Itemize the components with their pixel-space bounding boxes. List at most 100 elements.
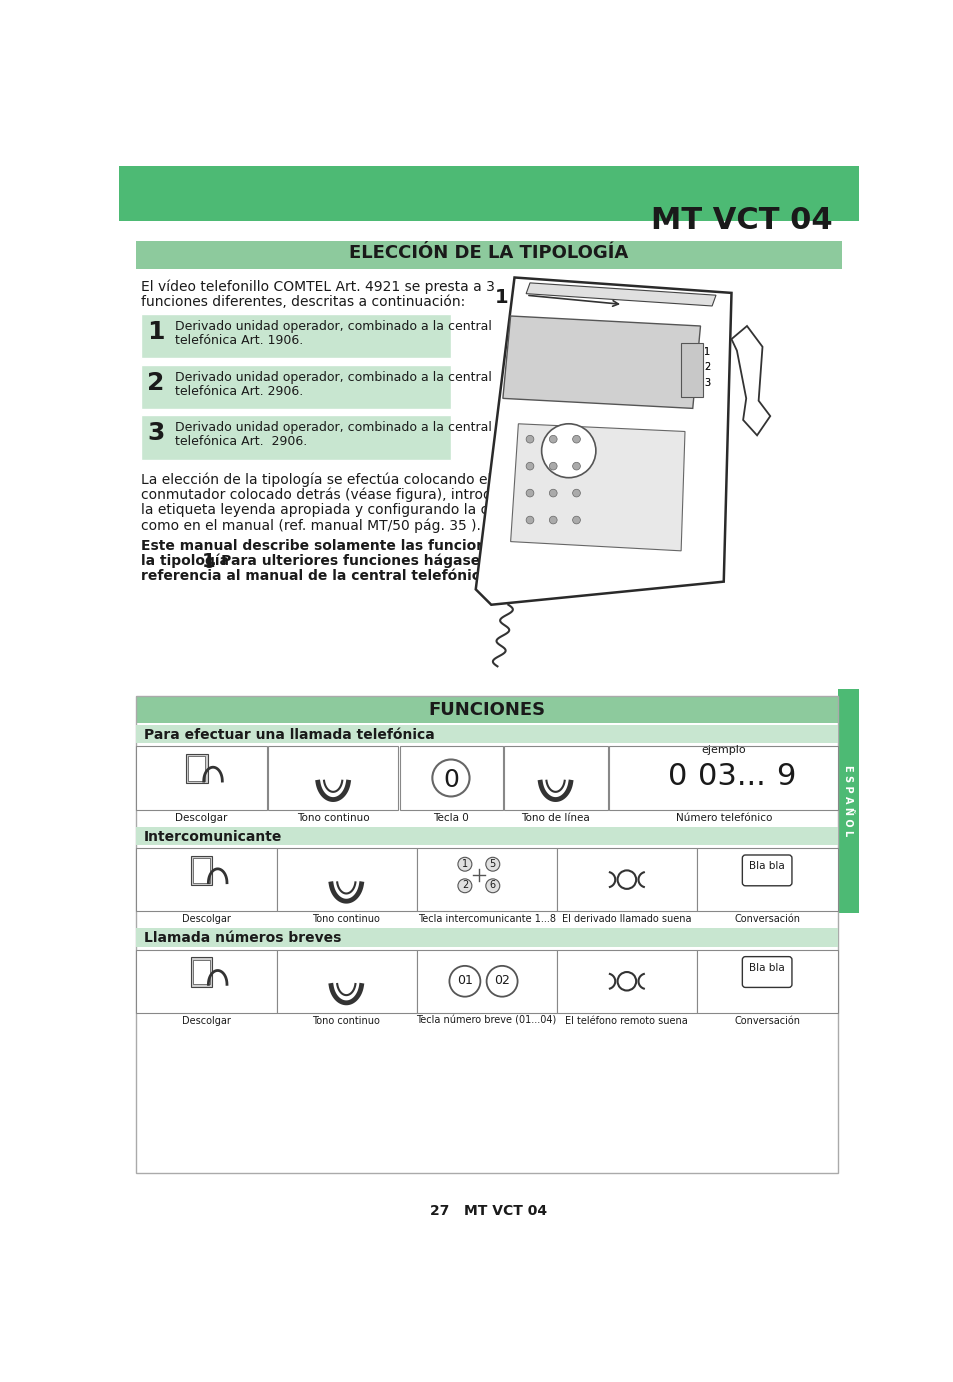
Text: 1: 1 <box>495 287 508 307</box>
Text: ELECCIÓN DE LA TIPOLOGÍA: ELECCIÓN DE LA TIPOLOGÍA <box>349 245 628 263</box>
Text: Descolgar: Descolgar <box>181 1016 231 1025</box>
Bar <box>136 826 838 844</box>
Bar <box>136 746 266 810</box>
Bar <box>188 756 205 781</box>
Circle shape <box>485 857 499 871</box>
Text: 1: 1 <box>202 553 215 571</box>
Text: Tono continuo: Tono continuo <box>296 813 369 822</box>
Text: 2: 2 <box>703 362 710 372</box>
Text: 2: 2 <box>703 362 710 372</box>
Text: Este manual describe solamente las funciones de: Este manual describe solamente las funci… <box>141 539 528 553</box>
Polygon shape <box>731 326 769 435</box>
Text: 1: 1 <box>703 347 710 357</box>
Circle shape <box>572 489 579 498</box>
Bar <box>399 746 502 810</box>
Text: 01: 01 <box>456 974 473 987</box>
Circle shape <box>486 966 517 996</box>
Text: Tono continuo: Tono continuo <box>312 915 380 925</box>
Bar <box>416 849 557 911</box>
Bar <box>697 949 837 1013</box>
Bar <box>136 726 838 744</box>
Text: 5: 5 <box>489 858 496 869</box>
Text: E S P A Ñ O L: E S P A Ñ O L <box>842 766 853 836</box>
Text: 3: 3 <box>703 377 710 387</box>
Text: ejemplo: ejemplo <box>700 745 745 755</box>
Polygon shape <box>525 283 716 305</box>
FancyBboxPatch shape <box>741 956 791 987</box>
Bar <box>186 755 208 784</box>
Text: la etiqueta leyenda apropiada y configurando la central: la etiqueta leyenda apropiada y configur… <box>141 503 529 517</box>
Circle shape <box>572 463 579 470</box>
Text: telefónica Art.  2906.: telefónica Art. 2906. <box>174 435 307 448</box>
Circle shape <box>449 966 480 996</box>
Circle shape <box>617 972 636 991</box>
Text: Número telefónico: Número telefónico <box>675 813 771 822</box>
Text: telefónica Art. 2906.: telefónica Art. 2906. <box>174 384 303 398</box>
Text: Derivado unidad operador, combinado a la central: Derivado unidad operador, combinado a la… <box>174 319 492 333</box>
Bar <box>136 242 841 269</box>
Circle shape <box>549 517 557 524</box>
Bar <box>141 314 451 358</box>
Text: 3: 3 <box>703 377 710 387</box>
Text: 1: 1 <box>461 858 468 869</box>
Text: la tipología: la tipología <box>141 554 233 568</box>
Polygon shape <box>476 278 731 605</box>
Text: Derivado unidad operador, combinado a la central: Derivado unidad operador, combinado a la… <box>174 422 492 434</box>
Circle shape <box>457 857 472 871</box>
Text: 27   MT VCT 04: 27 MT VCT 04 <box>430 1204 547 1218</box>
Bar <box>136 949 276 1013</box>
Circle shape <box>432 760 469 796</box>
Circle shape <box>549 463 557 470</box>
Text: FUNCIONES: FUNCIONES <box>428 701 545 719</box>
Circle shape <box>572 517 579 524</box>
Circle shape <box>541 424 596 478</box>
Text: El teléfono remoto suena: El teléfono remoto suena <box>565 1016 687 1025</box>
Circle shape <box>525 435 534 444</box>
Bar <box>191 958 212 987</box>
FancyBboxPatch shape <box>741 855 791 886</box>
Circle shape <box>457 879 472 893</box>
Circle shape <box>485 879 499 893</box>
Circle shape <box>525 463 534 470</box>
Text: MT VCT 04: MT VCT 04 <box>650 206 831 235</box>
Circle shape <box>572 435 579 444</box>
Text: 2: 2 <box>147 370 164 395</box>
Bar <box>193 858 210 883</box>
Text: 6: 6 <box>489 880 496 890</box>
Bar <box>141 365 451 409</box>
Text: Intercomunicante: Intercomunicante <box>144 829 282 843</box>
Bar <box>141 416 451 460</box>
Text: El vídeo telefonillo COMTEL Art. 4921 se presta a 3: El vídeo telefonillo COMTEL Art. 4921 se… <box>141 279 495 294</box>
Circle shape <box>617 871 636 889</box>
Text: Descolgar: Descolgar <box>175 813 228 822</box>
Bar <box>268 746 397 810</box>
Bar <box>136 695 838 723</box>
Text: funciones diferentes, descritas a continuación:: funciones diferentes, descritas a contin… <box>141 296 465 310</box>
Text: Tecla 0: Tecla 0 <box>433 813 468 822</box>
Bar <box>136 849 276 911</box>
Circle shape <box>549 435 557 444</box>
Text: Tecla intercomunicante 1...8: Tecla intercomunicante 1...8 <box>417 915 555 925</box>
Bar <box>608 746 838 810</box>
Text: Conversación: Conversación <box>734 915 800 925</box>
Text: Para efectuar una llamada telefónica: Para efectuar una llamada telefónica <box>144 728 435 742</box>
Text: 1: 1 <box>147 319 165 344</box>
Text: 3: 3 <box>147 422 164 445</box>
Text: Derivado unidad operador, combinado a la central: Derivado unidad operador, combinado a la… <box>174 370 492 384</box>
Text: Tono de línea: Tono de línea <box>520 813 589 822</box>
Text: como en el manual (ref. manual MT/50 pág. 35 ).: como en el manual (ref. manual MT/50 pág… <box>141 518 480 533</box>
Text: 02: 02 <box>494 974 510 987</box>
Text: Bla bla: Bla bla <box>748 963 784 973</box>
Bar <box>136 695 838 1173</box>
Text: Descolgar: Descolgar <box>181 915 231 925</box>
Bar <box>416 949 557 1013</box>
Bar <box>276 949 416 1013</box>
Polygon shape <box>510 424 684 551</box>
Text: . Para ulteriores funciones hágase: . Para ulteriores funciones hágase <box>212 554 480 568</box>
Text: referencia al manual de la central telefónica.: referencia al manual de la central telef… <box>141 569 495 583</box>
Text: Tecla número breve (01...04): Tecla número breve (01...04) <box>416 1016 557 1025</box>
Text: Bla bla: Bla bla <box>748 861 784 871</box>
Bar <box>193 959 210 984</box>
Circle shape <box>525 489 534 498</box>
Text: Llamada números breves: Llamada números breves <box>144 931 341 945</box>
